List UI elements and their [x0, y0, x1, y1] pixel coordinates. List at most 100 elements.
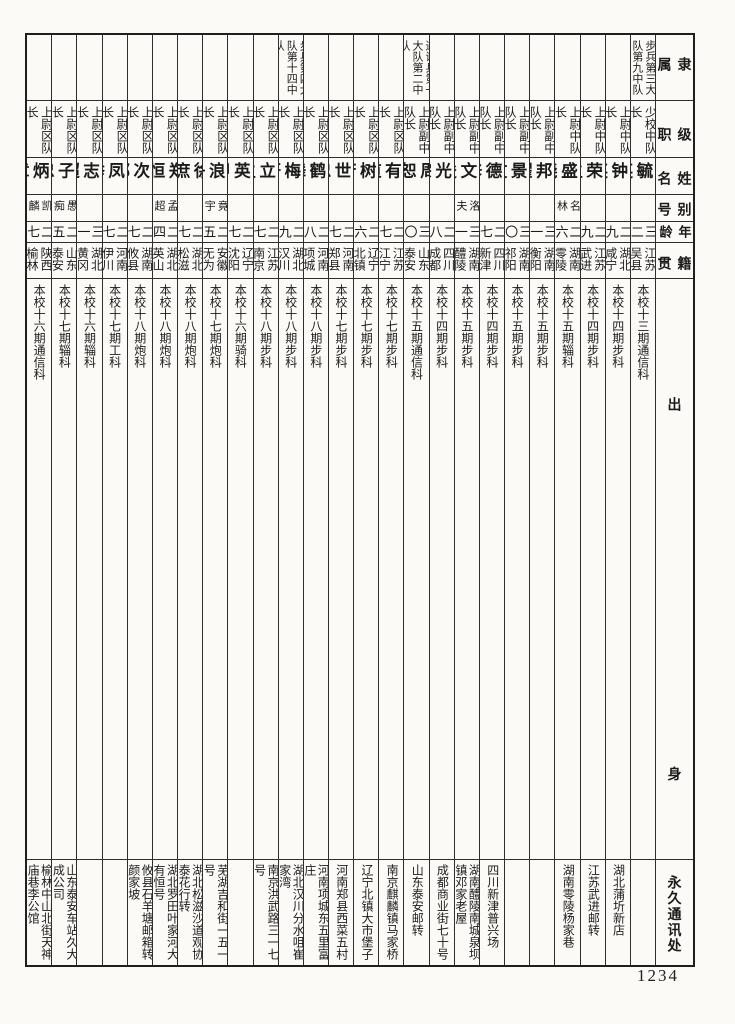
alias-value: 名林 — [555, 200, 580, 212]
address-value: 湖北蒲圻新店 — [611, 863, 626, 936]
origin-value: 湖北咸宁 — [605, 246, 630, 271]
age-cell: 二四 — [152, 222, 178, 243]
background-cell: 本校十三期通信科 — [630, 279, 655, 860]
name-value: 段邦曜 — [530, 161, 554, 180]
rank-cell: 上尉副中队长 — [404, 101, 429, 158]
alias-cell — [379, 195, 404, 222]
rank-cell: 上尉区队长 — [178, 101, 203, 158]
alias-cell: 凯麟 — [27, 195, 52, 222]
origin-value: 江苏江宁 — [379, 246, 404, 271]
person-column-10: 通讯兵第一大队第二中队 上尉副中队长 周恕 三〇 山东泰安 本校十五期通信科 山… — [403, 35, 429, 965]
alias-cell — [404, 195, 429, 222]
alias-cell — [580, 195, 605, 222]
rank-value: 上尉区队长 — [203, 105, 228, 154]
age-value: 二六 — [555, 224, 580, 239]
age-value: 二八 — [429, 224, 454, 239]
name-cell: 陈毓英 — [630, 158, 655, 196]
address-cell: 山东泰安车站久大成公司 — [52, 860, 76, 965]
name-cell: 董树芳 — [354, 158, 379, 196]
rank-cell: 少校中队长 — [630, 101, 655, 158]
alias-cell — [278, 195, 303, 222]
origin-value: 四川新津 — [479, 246, 505, 271]
person-column-8: 上尉副中队长 邓文俊 洛夫 三一 湖南醴陵 本校十五期步科 湖南醴陵南城泉坝镇邓… — [453, 35, 479, 965]
address-value: 四川新津普兴场 — [485, 863, 500, 948]
origin-cell: 湖北松滋 — [178, 243, 203, 280]
affiliation-cell — [303, 35, 328, 101]
name-cell: 陈立生 — [253, 158, 278, 196]
alias-value: 竟宇 — [203, 200, 228, 212]
age-value: 二九 — [605, 224, 630, 239]
alias-cell — [429, 195, 454, 222]
age-cell: 二七 — [178, 222, 203, 243]
background-value: 本校十七期步科 — [359, 284, 374, 369]
affiliation-value: 通讯兵第一大队第二中队 — [404, 40, 428, 95]
origin-cell: 湖南祁阳 — [505, 243, 530, 280]
origin-value: 河南伊川 — [102, 246, 127, 271]
rank-cell: 上尉副中队长 — [454, 101, 479, 158]
address-value: 芜湖吉和街一五一号 — [203, 863, 228, 960]
address-value: 南京麒麟镇马家桥 — [385, 863, 400, 960]
rank-cell: 上尉副中队长 — [479, 101, 505, 158]
background-value: 本校十四期步科 — [434, 284, 449, 369]
origin-cell: 辽宁北镇 — [354, 243, 379, 280]
age-value: 三二 — [630, 224, 655, 239]
background-cell: 本校十七期炮科 — [203, 279, 228, 860]
affiliation-cell — [77, 35, 102, 101]
name-value: 陈炳章 — [27, 161, 51, 180]
background-value: 本校十五期步科 — [535, 284, 550, 369]
alias-cell — [630, 195, 655, 222]
age-value: 二七 — [27, 224, 52, 239]
affiliation-cell — [530, 35, 555, 101]
name-cell: 任有道 — [379, 158, 404, 196]
name-value: 李鹤舞 — [304, 161, 328, 180]
age-cell: 二六 — [555, 222, 580, 243]
header-cell-background: 出身 — [656, 279, 693, 860]
rank-cell: 上尉区队长 — [77, 101, 102, 158]
rank-cell: 上尉区队长 — [228, 101, 253, 158]
address-value: 江苏武进邮转 — [586, 863, 601, 936]
rank-cell: 上尉区队长 — [328, 101, 354, 158]
name-value: 蒋景文 — [505, 161, 529, 180]
age-cell: 三一 — [530, 222, 555, 243]
age-value: 二四 — [152, 224, 178, 239]
origin-cell: 湖北黄冈 — [77, 243, 102, 280]
address-cell: 湖北罗田叶家河大有恒号 — [153, 860, 177, 965]
person-column-4: 上尉中队长 杨盛尧 名林 二六 湖南零陵 本校十五期辎科 湖南零陵杨家巷 — [554, 35, 580, 965]
age-cell: 三〇 — [505, 222, 530, 243]
table-header-column: 隶属 级职 姓名 别号 年龄 籍贯 出身 永久通讯处 — [655, 35, 693, 965]
background-cell: 本校十五期辎科 — [555, 279, 580, 860]
address-cell: 湖北汉川分水咀崔家湾 — [279, 860, 303, 965]
age-cell: 三一 — [77, 222, 102, 243]
origin-value: 湖北松滋 — [178, 246, 203, 271]
affiliation-cell: 步兵第四大队第十四中队 — [278, 35, 303, 101]
affiliation-cell: 步兵第三大队第九中队 — [630, 35, 655, 101]
age-value: 二七 — [228, 224, 253, 239]
rank-value: 上尉区队长 — [77, 105, 102, 154]
rank-value: 少校中队长 — [630, 105, 655, 154]
alias-cell: 名林 — [555, 195, 580, 222]
origin-value: 湖北汉川 — [278, 246, 303, 271]
rank-value: 上尉中队长 — [605, 105, 630, 154]
affiliation-cell — [102, 35, 127, 101]
background-cell: 本校十六期通信科 — [27, 279, 52, 860]
affiliation-cell — [127, 35, 152, 101]
background-value: 本校十五期通信科 — [409, 284, 424, 381]
person-column-14: 上尉区队长 李鹤舞 二八 河南项城 本校十八期步科 河南项城东五里富庄 — [302, 35, 328, 965]
header-label-address: 永久通讯处 — [666, 874, 683, 953]
header-cell-address: 永久通讯处 — [656, 860, 693, 965]
rank-cell: 上尉区队长 — [127, 101, 152, 158]
person-column-16: 上尉区队长 陈立生 二七 江苏南京 本校十八期步科 南京洪武路三一七号 — [252, 35, 278, 965]
background-cell: 本校十八期炮科 — [152, 279, 178, 860]
person-column-11: 上尉区队长 任有道 二七 江苏江宁 本校十七期步科 南京麒麟镇马家桥 — [378, 35, 404, 965]
name-value: 杨盛尧 — [555, 161, 579, 180]
affiliation-cell — [454, 35, 479, 101]
rank-value: 上尉区队长 — [228, 105, 253, 154]
age-value: 三〇 — [404, 224, 429, 239]
age-value: 二七 — [379, 224, 404, 239]
origin-cell: 湖北汉川 — [278, 243, 303, 280]
name-cell: 王世忠 — [328, 158, 354, 196]
affiliation-cell — [27, 35, 52, 101]
origin-cell: 河南伊川 — [102, 243, 127, 280]
affiliation-cell — [605, 35, 630, 101]
